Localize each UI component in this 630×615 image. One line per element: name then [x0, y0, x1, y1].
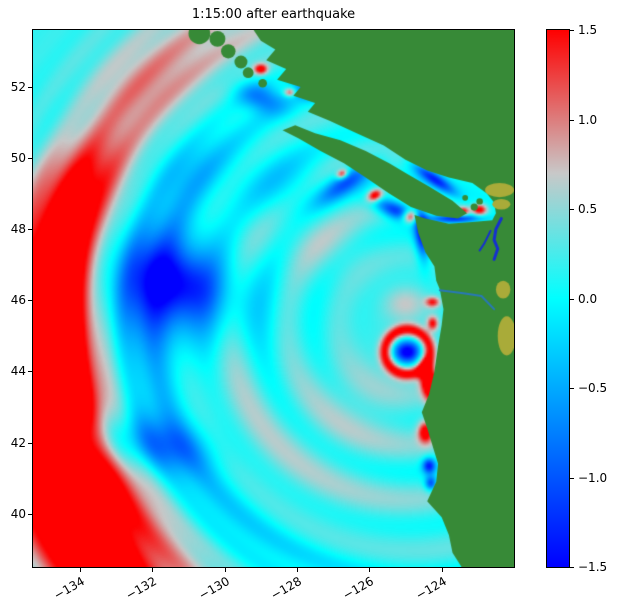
y-tick-mark — [28, 300, 32, 302]
colorbar-tick-label: 1.5 — [578, 23, 598, 37]
plot-frame — [32, 29, 515, 568]
colorbar-tick-label: −0.5 — [578, 381, 608, 395]
x-tick-mark — [224, 568, 226, 572]
colorbar-tick-mark — [570, 119, 574, 121]
y-tick-label: 52 — [10, 79, 26, 94]
heatmap-canvas — [33, 30, 514, 567]
colorbar-gradient — [547, 30, 569, 567]
colorbar-tick-label: 0.5 — [578, 202, 598, 216]
y-tick-label: 50 — [10, 151, 26, 166]
colorbar-tick-mark — [570, 298, 574, 300]
y-tick-mark — [28, 229, 32, 231]
colorbar-tick-mark — [570, 209, 574, 210]
x-tick-mark — [297, 568, 298, 572]
y-tick-mark — [28, 86, 32, 88]
y-tick-label: 40 — [10, 506, 26, 521]
y-tick-mark — [28, 371, 32, 373]
colorbar-tick-mark — [570, 30, 574, 31]
y-tick-label: 48 — [10, 222, 26, 237]
colorbar-tick-label: 1.0 — [578, 112, 598, 127]
x-tick-label: −126 — [340, 574, 377, 603]
plot-title: 1:15:00 after earthquake — [191, 7, 356, 22]
x-tick-mark — [369, 568, 371, 572]
colorbar-tick-mark — [570, 388, 574, 389]
colorbar-tick-label: −1.5 — [578, 560, 608, 574]
colorbar-tick-mark — [570, 567, 574, 568]
x-tick-mark — [80, 568, 81, 572]
colorbar — [546, 29, 570, 568]
x-tick-mark — [441, 568, 443, 572]
x-tick-label: −132 — [123, 574, 160, 603]
x-tick-label: −134 — [51, 574, 87, 603]
x-tick-label: −128 — [268, 574, 304, 603]
x-tick-label: −124 — [413, 574, 449, 603]
y-tick-label: 44 — [10, 364, 26, 379]
x-tick-label: −130 — [196, 574, 232, 603]
y-tick-label: 42 — [10, 435, 26, 450]
colorbar-tick-mark — [570, 477, 574, 479]
y-tick-mark — [28, 158, 32, 160]
colorbar-tick-label: −1.0 — [578, 470, 608, 485]
y-tick-mark — [28, 513, 32, 515]
colorbar-tick-label: 0.0 — [578, 291, 598, 306]
y-tick-label: 46 — [10, 293, 26, 308]
x-tick-mark — [152, 568, 154, 572]
y-tick-mark — [28, 442, 32, 444]
